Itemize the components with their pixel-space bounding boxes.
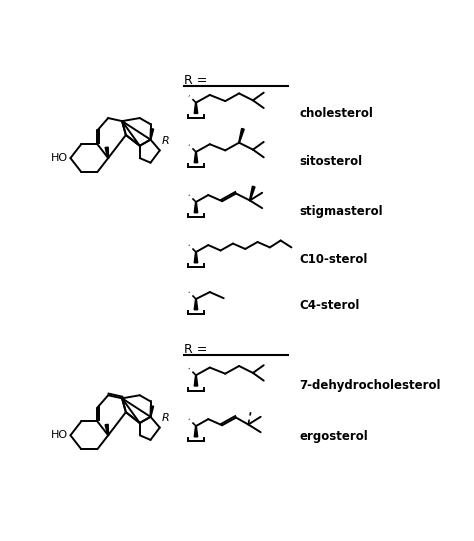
Polygon shape bbox=[194, 252, 198, 263]
Polygon shape bbox=[105, 147, 109, 158]
Text: R: R bbox=[162, 413, 170, 423]
Text: C10-sterol: C10-sterol bbox=[299, 253, 367, 266]
Polygon shape bbox=[105, 424, 109, 436]
Text: cholesterol: cholesterol bbox=[299, 107, 373, 120]
Text: sitosterol: sitosterol bbox=[299, 155, 362, 168]
Polygon shape bbox=[249, 186, 255, 201]
Text: R =: R = bbox=[183, 74, 207, 87]
Text: R =: R = bbox=[183, 342, 207, 355]
Polygon shape bbox=[194, 375, 198, 386]
Text: ergosterol: ergosterol bbox=[299, 430, 368, 443]
Text: R: R bbox=[162, 136, 170, 146]
Polygon shape bbox=[239, 128, 244, 143]
Polygon shape bbox=[194, 426, 198, 437]
Polygon shape bbox=[150, 406, 154, 417]
Polygon shape bbox=[150, 129, 154, 140]
Polygon shape bbox=[194, 152, 198, 163]
Text: HO: HO bbox=[51, 153, 68, 163]
Polygon shape bbox=[194, 202, 198, 213]
Polygon shape bbox=[194, 103, 198, 114]
Text: stigmasterol: stigmasterol bbox=[299, 206, 383, 219]
Polygon shape bbox=[194, 299, 198, 310]
Text: HO: HO bbox=[51, 430, 68, 440]
Text: 7-dehydrocholesterol: 7-dehydrocholesterol bbox=[299, 379, 441, 392]
Text: C4-sterol: C4-sterol bbox=[299, 299, 359, 313]
